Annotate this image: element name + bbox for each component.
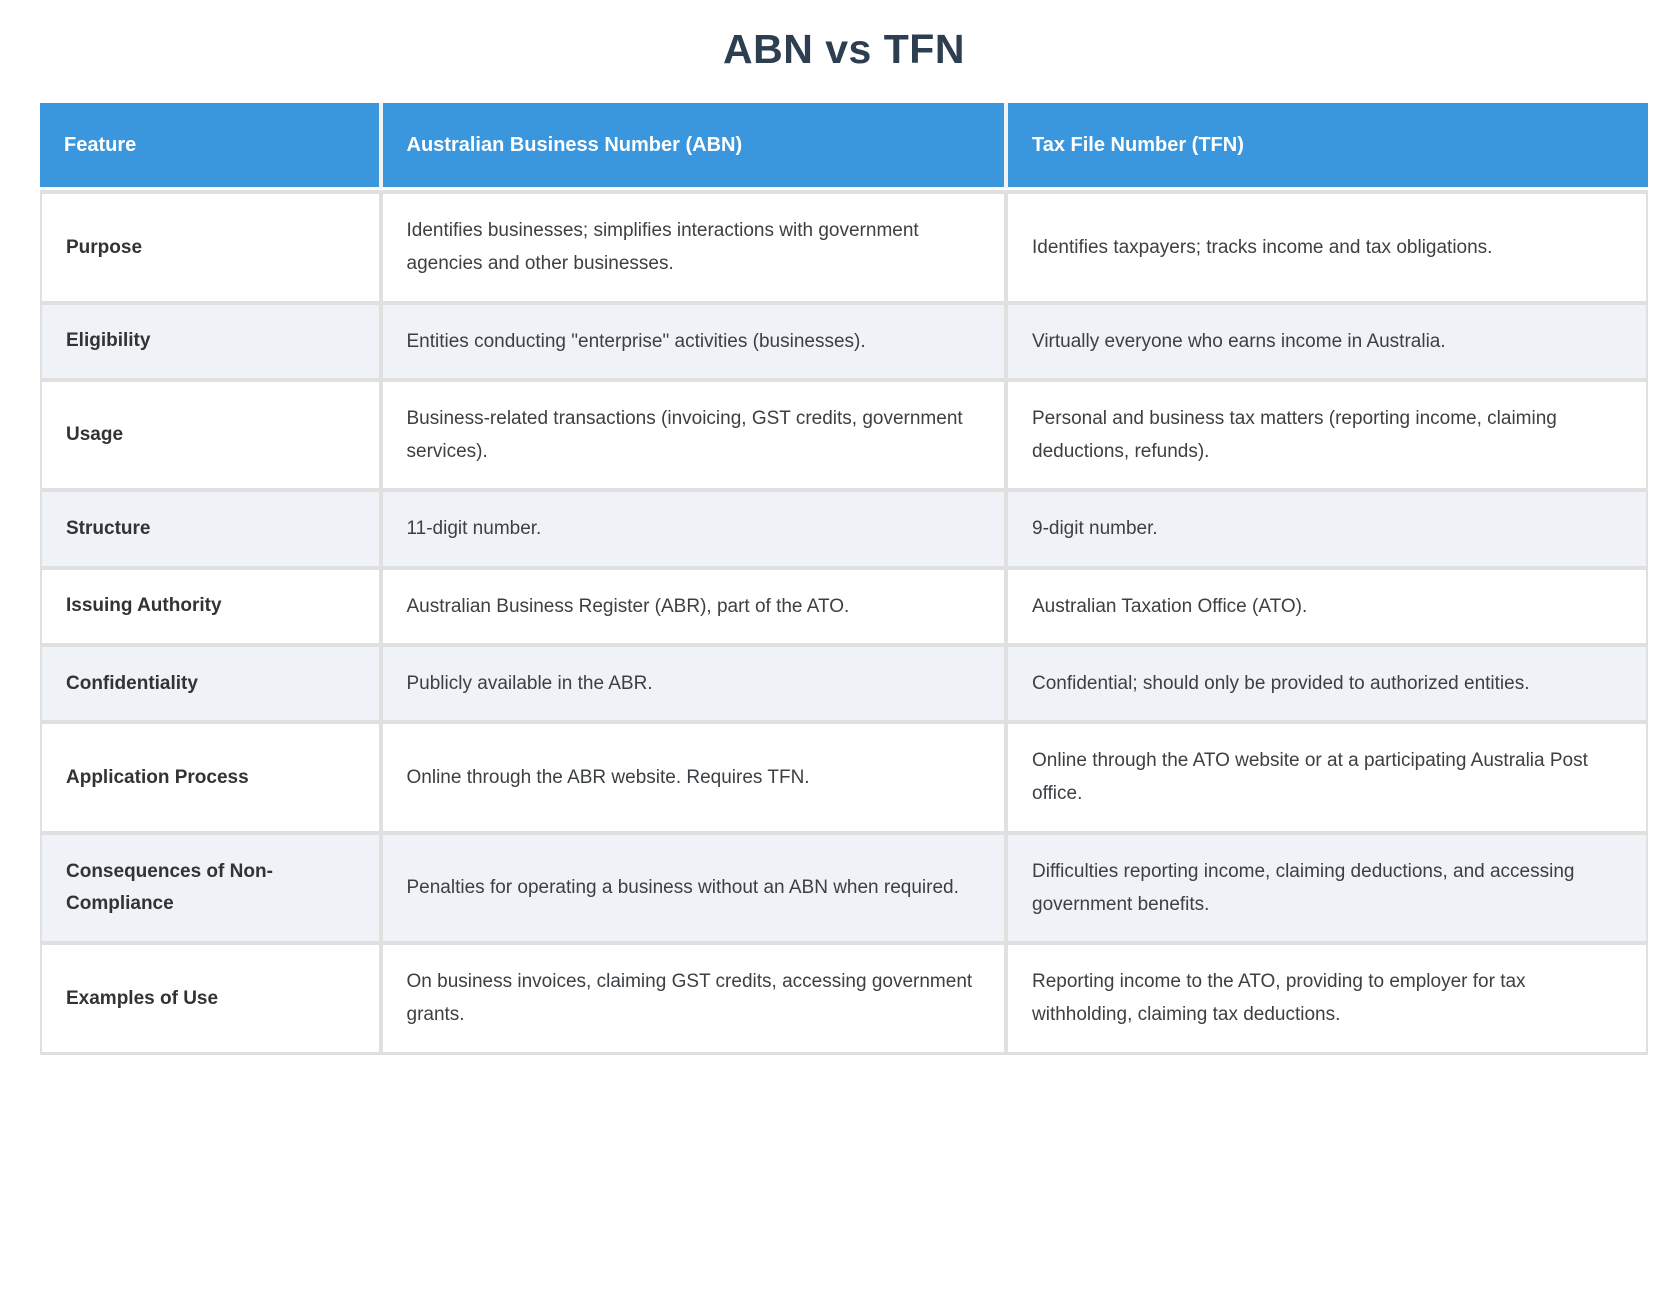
column-header-0: Feature xyxy=(40,103,383,190)
tfn-cell: Difficulties reporting income, claiming … xyxy=(1008,830,1648,941)
abn-cell: Australian Business Register (ABR), part… xyxy=(382,565,1008,643)
tfn-cell: Virtually everyone who earns income in A… xyxy=(1008,300,1648,378)
abn-cell: Online through the ABR website. Requires… xyxy=(382,720,1008,831)
table-body: Purpose Identifies businesses; simplifies… xyxy=(40,190,1648,1055)
tfn-cell: Australian Taxation Office (ATO). xyxy=(1008,565,1648,643)
feature-cell: Usage xyxy=(40,377,383,489)
column-header-2: Tax File Number (TFN) xyxy=(1008,103,1648,190)
abn-cell: Entities conducting "enterprise" activit… xyxy=(382,300,1008,378)
tfn-cell: Online through the ATO website or at a p… xyxy=(1008,720,1648,831)
feature-cell: Eligibility xyxy=(40,300,383,378)
tfn-cell: Reporting income to the ATO, providing t… xyxy=(1008,941,1648,1055)
abn-cell: Penalties for operating a business witho… xyxy=(382,830,1008,941)
table-row: Confidentiality Publicly available in the… xyxy=(40,642,1648,720)
feature-cell: Examples of Use xyxy=(40,941,383,1055)
abn-cell: Publicly available in the ABR. xyxy=(382,642,1008,720)
abn-cell: Business-related transactions (invoicing… xyxy=(382,377,1008,489)
page: ABN vs TFN Feature Australian Business Nu… xyxy=(0,26,1680,1095)
table-row: Purpose Identifies businesses; simplifies… xyxy=(40,190,1648,301)
abn-cell: 11-digit number. xyxy=(382,488,1008,566)
tfn-cell: Personal and business tax matters (repor… xyxy=(1008,377,1648,489)
table-header: Feature Australian Business Number (ABN) T… xyxy=(40,103,1648,190)
tfn-cell: Confidential; should only be provided to… xyxy=(1008,642,1648,720)
table-row: Structure 11-digit number. 9-digit number. xyxy=(40,488,1648,566)
feature-cell: Structure xyxy=(40,488,383,566)
feature-cell: Application Process xyxy=(40,720,383,831)
feature-cell: Confidentiality xyxy=(40,642,383,720)
feature-cell: Consequences of Non-Compliance xyxy=(40,830,383,941)
feature-cell: Issuing Authority xyxy=(40,565,383,643)
abn-cell: Identifies businesses; simplifies intera… xyxy=(382,190,1008,301)
table-row: Application Process Online through the AB… xyxy=(40,720,1648,831)
page-title: ABN vs TFN xyxy=(723,26,965,72)
tfn-cell: 9-digit number. xyxy=(1008,488,1648,566)
table-row: Usage Business-related transactions (invo… xyxy=(40,377,1648,489)
table-row: Issuing Authority Australian Business Reg… xyxy=(40,565,1648,643)
table-row: Eligibility Entities conducting "enterpri… xyxy=(40,300,1648,378)
table-row: Examples of Use On business invoices, cla… xyxy=(40,941,1648,1055)
feature-cell: Purpose xyxy=(40,190,383,301)
column-header-1: Australian Business Number (ABN) xyxy=(382,103,1008,190)
table-row: Consequences of Non-Compliance Penalties … xyxy=(40,830,1648,941)
header-row: Feature Australian Business Number (ABN) T… xyxy=(40,103,1648,190)
comparison-table: Feature Australian Business Number (ABN) T… xyxy=(40,103,1648,1055)
abn-cell: On business invoices, claiming GST credi… xyxy=(382,941,1008,1055)
tfn-cell: Identifies taxpayers; tracks income and … xyxy=(1008,190,1648,301)
